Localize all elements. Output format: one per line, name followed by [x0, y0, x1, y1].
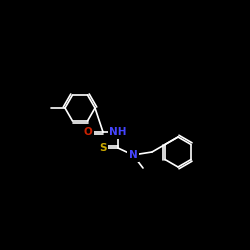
Text: S: S	[99, 143, 107, 153]
Text: NH: NH	[109, 127, 127, 137]
Text: O: O	[84, 127, 92, 137]
Text: N: N	[128, 150, 138, 160]
